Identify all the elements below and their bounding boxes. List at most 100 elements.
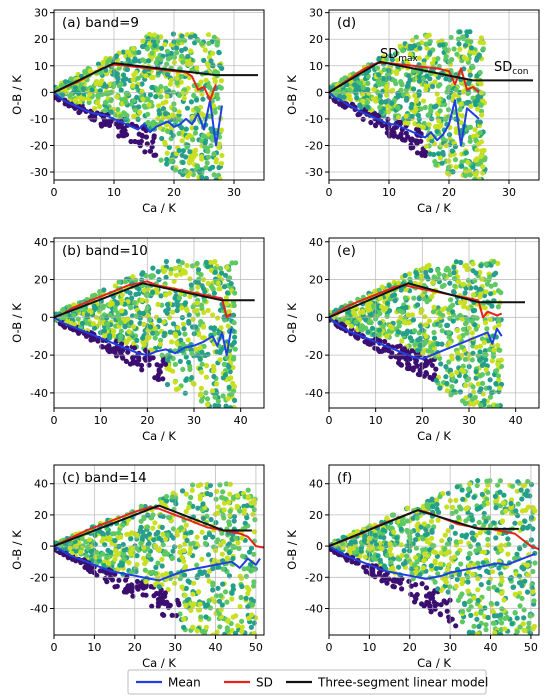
scatter-point <box>148 584 154 590</box>
scatter-point <box>217 357 223 363</box>
scatter-point <box>227 491 233 497</box>
scatter-point <box>171 278 177 284</box>
scatter-point <box>487 316 493 323</box>
scatter-point <box>430 309 436 315</box>
scatter-point <box>386 576 392 582</box>
x-axis-label: Ca / K <box>417 429 451 443</box>
scatter-point <box>125 349 131 355</box>
x-tick-label: 30 <box>187 414 201 427</box>
scatter-point <box>392 298 398 304</box>
scatter-point <box>382 338 388 345</box>
scatter-point <box>515 479 521 485</box>
model-line <box>54 62 258 94</box>
scatter-point <box>176 109 182 115</box>
scatter-point <box>193 105 199 111</box>
scatter-point <box>493 270 499 276</box>
scatter-point <box>121 96 128 102</box>
scatter-point <box>462 173 469 179</box>
scatter-point <box>199 556 205 562</box>
y-tick-label: 30 <box>34 7 48 20</box>
scatter-point <box>133 545 140 551</box>
y-tick-label: 20 <box>34 274 48 287</box>
scatter-point <box>167 81 173 87</box>
scatter-point <box>221 507 227 513</box>
scatter-point <box>212 557 218 563</box>
scatter-point <box>344 320 351 326</box>
scatter-point <box>472 176 478 180</box>
scatter-point <box>378 109 384 115</box>
scatter-point <box>410 317 416 323</box>
scatter-point <box>365 87 371 93</box>
scatter-point <box>229 391 235 397</box>
scatter-point <box>112 307 118 313</box>
scatter-point <box>354 95 360 101</box>
mean-line <box>329 91 480 147</box>
scatter-point <box>163 85 169 91</box>
scatter-point <box>190 624 196 630</box>
scatter-point <box>422 104 428 111</box>
scatter-point <box>482 320 489 326</box>
scatter-point <box>229 260 235 266</box>
scatter-point <box>165 604 172 610</box>
scatter-point <box>194 562 200 568</box>
scatter-point <box>487 394 494 400</box>
scatter-point <box>450 376 456 382</box>
scatter-point <box>447 272 453 278</box>
scatter-point <box>203 614 209 620</box>
x-tick-label: 0 <box>51 414 58 427</box>
scatter-point <box>423 269 429 275</box>
scatter-point <box>159 556 165 562</box>
scatter-point <box>371 86 377 92</box>
scatter-point <box>416 74 422 80</box>
scatter-point <box>435 341 441 347</box>
scatter-point <box>213 496 219 502</box>
scatter-point <box>146 552 152 559</box>
scatter-point <box>230 312 237 318</box>
scatter-point <box>479 112 485 118</box>
scatter-point <box>184 537 190 544</box>
scatter-point <box>122 128 128 134</box>
scatter-point <box>123 90 129 96</box>
scatter-point <box>446 329 452 336</box>
scatter-point <box>158 337 164 343</box>
scatter-point <box>155 560 161 566</box>
scatter-point <box>236 545 242 552</box>
scatter-point <box>206 598 212 604</box>
scatter-point <box>143 533 149 539</box>
scatter-point <box>159 135 165 142</box>
scatter-point <box>484 326 490 332</box>
scatter-point <box>198 369 204 375</box>
scatter-point <box>443 53 449 60</box>
scatter-point <box>229 627 235 634</box>
scatter-point <box>149 84 155 91</box>
scatter-point <box>474 156 480 162</box>
x-axis-label: Ca / K <box>417 201 451 215</box>
scatter-point <box>452 157 459 163</box>
scatter-point <box>60 307 66 313</box>
scatter-point <box>418 138 424 144</box>
scatter-point <box>433 366 439 372</box>
scatter-point <box>453 164 459 170</box>
scatter-point <box>97 81 103 87</box>
scatter-point <box>167 329 173 335</box>
scatter-point <box>489 358 495 364</box>
scatter-point <box>404 95 410 101</box>
y-axis-label: O-B / K <box>285 303 299 343</box>
scatter-point <box>407 51 413 58</box>
x-tick-label: 40 <box>509 414 523 427</box>
y-tick-label: -40 <box>30 387 48 400</box>
scatter-point <box>478 102 484 108</box>
scatter-point <box>156 535 162 542</box>
scatter-point <box>462 290 468 296</box>
scatter-point <box>158 157 164 163</box>
x-tick-label: 10 <box>382 186 396 199</box>
scatter-point <box>369 325 376 331</box>
scatter-point <box>231 339 237 345</box>
scatter-point <box>437 108 443 114</box>
scatter-point <box>220 489 226 495</box>
x-tick-label: 50 <box>249 641 263 654</box>
scatter-point <box>436 271 442 277</box>
scatter-point <box>128 319 134 326</box>
